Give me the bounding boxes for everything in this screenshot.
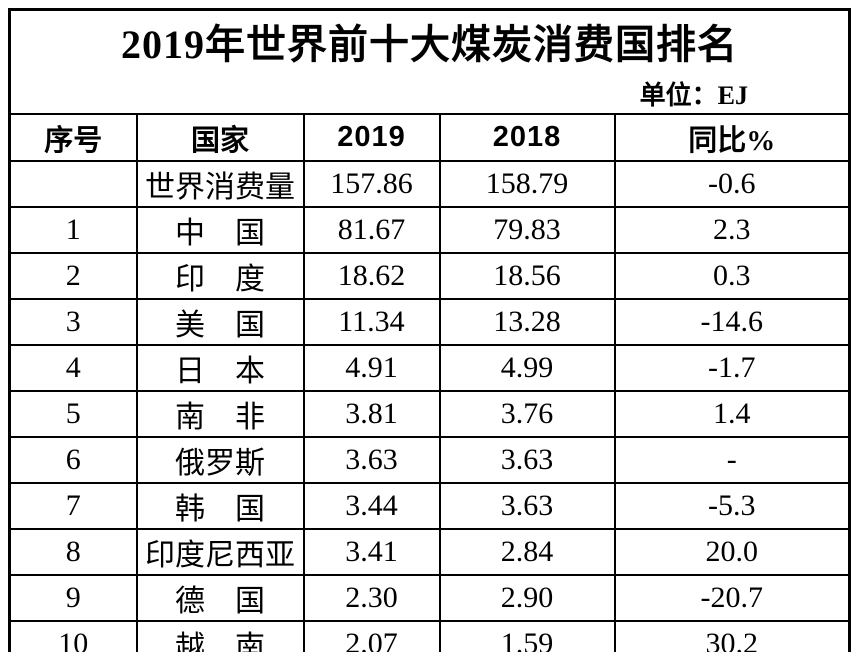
table-cell: 13.28	[438, 298, 616, 346]
table-cell: 157.86	[302, 160, 441, 208]
table-cell: 德 国	[135, 574, 305, 622]
column-header: 序号	[8, 113, 138, 162]
table-cell: 3.63	[438, 436, 616, 484]
table-cell: 1.4	[613, 390, 851, 438]
table-cell: -	[613, 436, 851, 484]
table-cell: 7	[8, 482, 138, 530]
table-cell: 印 度	[135, 252, 305, 300]
table-cell: 18.56	[438, 252, 616, 300]
table-cell: 158.79	[438, 160, 616, 208]
table-cell: 79.83	[438, 206, 616, 254]
table-cell: 2	[8, 252, 138, 300]
table-cell: 2.84	[438, 528, 616, 576]
coal-consumption-table: 2019年世界前十大煤炭消费国排名 单位：EJ 序号 国家 2019 2018 同比% …	[8, 8, 851, 652]
table-cell: 南 非	[135, 390, 305, 438]
table-row: 6 俄罗斯 3.63 3.63-	[8, 436, 851, 484]
table-body: 2019年世界前十大煤炭消费国排名 单位：EJ 序号 国家 2019 2018 同比% …	[8, 8, 851, 652]
table-cell: 韩 国	[135, 482, 305, 530]
table-cell: 3	[8, 298, 138, 346]
column-header: 国家	[135, 113, 305, 162]
table-cell: 3.63	[438, 482, 616, 530]
table-row: 世界消费量 157.86 158.79 -0.6	[8, 160, 851, 208]
table-cell: 俄罗斯	[135, 436, 305, 484]
table-cell: 1	[8, 206, 138, 254]
table-cell: 世界消费量	[135, 160, 305, 208]
table-title-area: 2019年世界前十大煤炭消费国排名 单位：EJ	[8, 8, 851, 115]
table-cell: -5.3	[613, 482, 851, 530]
table-cell: 10	[8, 620, 138, 652]
table-cell: 9	[8, 574, 138, 622]
table-header-row: 序号 国家 2019 2018 同比%	[8, 113, 851, 162]
table-cell: 30.2	[613, 620, 851, 652]
table-cell: 18.62	[302, 252, 441, 300]
table-cell: 2.07	[302, 620, 441, 652]
table-title-row: 2019年世界前十大煤炭消费国排名 单位：EJ	[8, 8, 851, 115]
table-cell: 3.81	[302, 390, 441, 438]
table-cell: 4	[8, 344, 138, 392]
unit-label: 单位：EJ	[639, 80, 748, 110]
table-cell: 越 南	[135, 620, 305, 652]
table-cell: -1.7	[613, 344, 851, 392]
table-cell: 印度尼西亚	[135, 528, 305, 576]
column-header: 同比%	[613, 113, 851, 162]
table-cell: 中 国	[135, 206, 305, 254]
table-row: 10 越 南 2.07 1.59 30.2	[8, 620, 851, 652]
table-cell: 20.0	[613, 528, 851, 576]
table-cell: 5	[8, 390, 138, 438]
table-cell: 2.30	[302, 574, 441, 622]
table-row: 8 印度尼西亚 3.41 2.84 20.0	[8, 528, 851, 576]
table-cell: -20.7	[613, 574, 851, 622]
table-cell: 2.90	[438, 574, 616, 622]
table-cell: 6	[8, 436, 138, 484]
column-header: 2018	[438, 113, 616, 162]
table-cell: 美 国	[135, 298, 305, 346]
column-header: 2019	[302, 113, 441, 162]
table-cell: 1.59	[438, 620, 616, 652]
table-cell	[8, 160, 138, 208]
table-cell: 8	[8, 528, 138, 576]
page-title: 2019年世界前十大煤炭消费国排名	[121, 21, 738, 67]
table-cell: 4.91	[302, 344, 441, 392]
table-cell: 0.3	[613, 252, 851, 300]
table-cell: -14.6	[613, 298, 851, 346]
table-cell: -0.6	[613, 160, 851, 208]
table-cell: 3.44	[302, 482, 441, 530]
table-cell: 4.99	[438, 344, 616, 392]
table-cell: 81.67	[302, 206, 441, 254]
table-cell: 日 本	[135, 344, 305, 392]
table-cell: 11.34	[302, 298, 441, 346]
table-cell: 2.3	[613, 206, 851, 254]
table-cell: 3.41	[302, 528, 441, 576]
table-cell: 3.63	[302, 436, 441, 484]
table-cell: 3.76	[438, 390, 616, 438]
